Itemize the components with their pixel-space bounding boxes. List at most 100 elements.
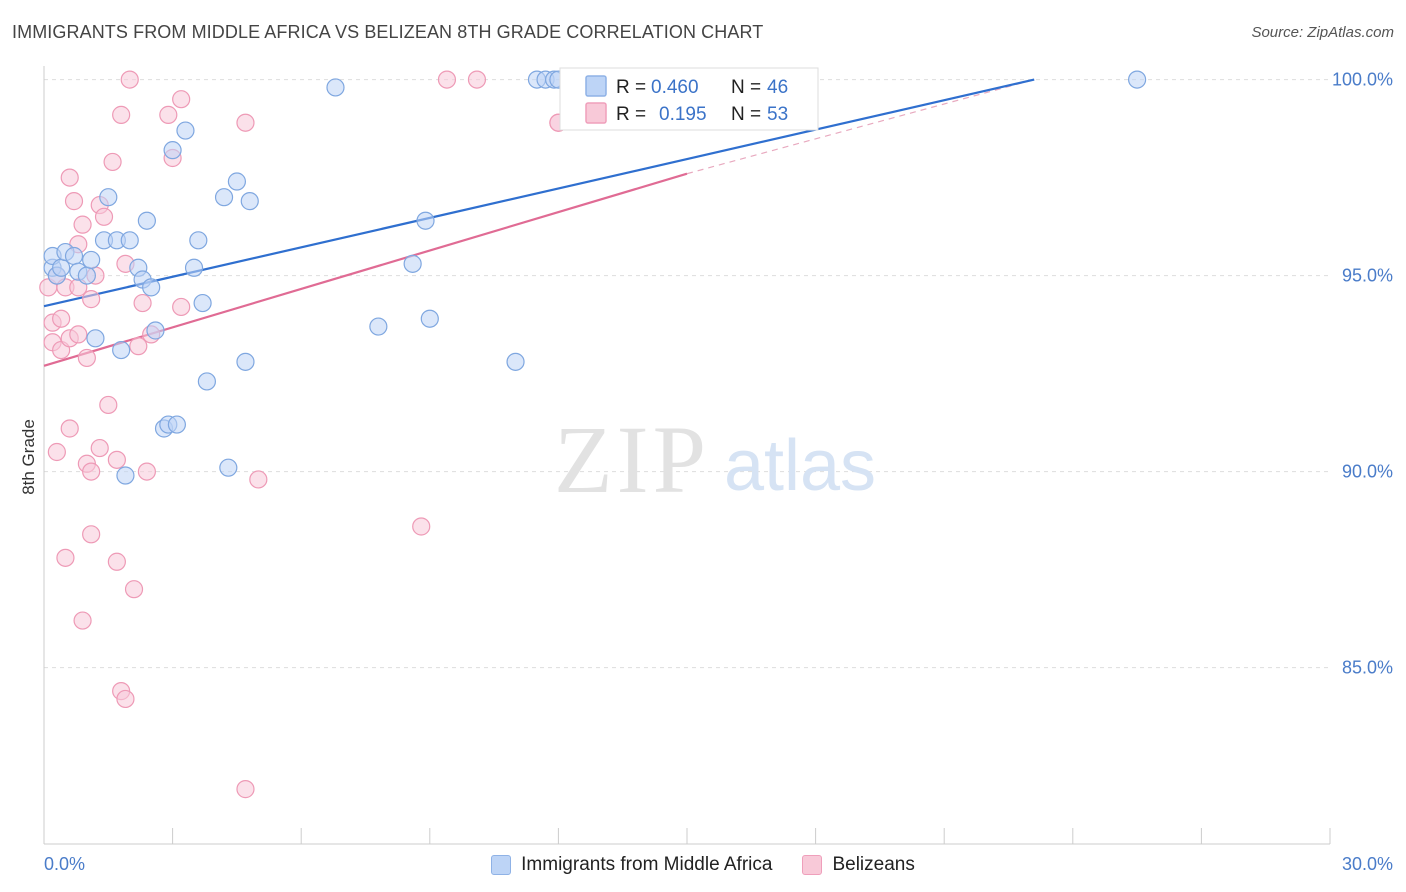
point-middle-africa: [163, 141, 182, 160]
point-middle-africa: [214, 188, 234, 207]
axes: [43, 66, 1331, 845]
legend-item-middle-africa: Immigrants from Middle Africa: [491, 854, 772, 876]
legend-swatch-blue: [585, 75, 607, 97]
trend-lines: [43, 78, 1035, 367]
point-belizeans: [133, 293, 152, 313]
trend-line-middle-africa: [43, 78, 1035, 308]
point-belizeans: [64, 192, 84, 211]
point-belizeans: [82, 462, 101, 481]
legend-n-label-2: N =: [731, 104, 761, 125]
legend-swatch-belizeans: [802, 855, 823, 875]
point-belizeans: [236, 113, 255, 132]
point-middle-africa: [167, 415, 186, 434]
point-middle-africa: [369, 317, 388, 336]
point-middle-africa: [86, 329, 105, 348]
y-tick-label: 100.0%: [1332, 70, 1393, 90]
point-belizeans: [159, 105, 178, 124]
legend-item-belizeans: Belizeans: [802, 854, 915, 876]
trend-extension-belizeans: [686, 79, 1035, 175]
point-belizeans: [172, 90, 191, 109]
point-middle-africa: [184, 258, 204, 277]
point-belizeans: [467, 70, 487, 89]
x-tick-labels: 0.0% 30.0%: [44, 854, 1393, 874]
legend-swatch-middle-africa: [491, 855, 512, 875]
point-belizeans: [412, 517, 431, 536]
legend-label-belizeans: Belizeans: [832, 854, 915, 875]
legend-n-value-2: 53: [767, 104, 788, 125]
legend-n-label-1: N =: [731, 77, 761, 98]
point-middle-africa: [137, 211, 156, 230]
point-belizeans: [112, 105, 131, 124]
point-belizeans: [60, 419, 79, 438]
point-belizeans: [129, 337, 148, 356]
point-middle-africa: [416, 211, 435, 230]
point-middle-africa: [193, 293, 212, 313]
point-middle-africa: [227, 172, 246, 191]
point-belizeans: [73, 215, 92, 234]
point-middle-africa: [120, 231, 139, 250]
legend-r-label-1: R =: [616, 77, 646, 98]
x-tick-label-min: 0.0%: [44, 854, 85, 874]
point-belizeans: [52, 309, 71, 328]
point-belizeans: [47, 442, 66, 462]
x-tick-label-max: 30.0%: [1342, 854, 1393, 874]
point-belizeans: [103, 152, 122, 172]
point-belizeans: [137, 462, 156, 481]
point-belizeans: [69, 325, 88, 344]
y-tick-labels: 85.0% 90.0% 95.0% 100.0%: [1332, 70, 1393, 678]
point-belizeans: [116, 689, 135, 709]
point-middle-africa: [236, 352, 255, 371]
series-legend: Immigrants from Middle Africa Belizeans: [0, 850, 1406, 880]
point-middle-africa: [99, 188, 118, 207]
point-belizeans: [82, 525, 101, 544]
watermark-atlas: atlas: [724, 426, 876, 506]
point-middle-africa: [326, 78, 345, 97]
legend-r-value-2: 0.195: [659, 104, 707, 125]
point-belizeans: [73, 611, 92, 630]
watermark: ZIP atlas: [554, 406, 876, 513]
point-middle-africa: [219, 458, 238, 477]
point-middle-africa: [112, 340, 131, 360]
gridlines: [44, 79, 1330, 669]
point-belizeans: [236, 780, 255, 799]
point-belizeans: [60, 168, 79, 187]
point-middle-africa: [176, 121, 195, 140]
y-tick-label: 90.0%: [1342, 462, 1393, 482]
point-middle-africa: [403, 254, 422, 273]
point-middle-africa: [420, 309, 439, 328]
y-tick-label: 95.0%: [1342, 266, 1393, 286]
legend-swatch-pink: [585, 102, 607, 124]
point-middle-africa: [197, 372, 216, 391]
point-middle-africa: [82, 250, 101, 270]
point-middle-africa: [142, 278, 161, 297]
point-belizeans: [82, 290, 101, 309]
point-belizeans: [77, 348, 96, 368]
point-belizeans: [94, 207, 114, 226]
point-belizeans: [120, 70, 139, 89]
point-middle-africa: [1127, 70, 1147, 89]
point-belizeans: [124, 580, 144, 599]
point-middle-africa: [240, 192, 259, 211]
watermark-zip: ZIP: [554, 406, 710, 513]
point-belizeans: [56, 548, 75, 567]
point-middle-africa: [77, 266, 96, 285]
point-belizeans: [437, 70, 457, 89]
legend-n-value-1: 46: [767, 77, 788, 98]
point-belizeans: [107, 450, 126, 469]
chart-title: IMMIGRANTS FROM MIDDLE AFRICA VS BELIZEA…: [12, 22, 764, 42]
point-belizeans: [107, 552, 126, 571]
point-middle-africa: [116, 466, 135, 485]
point-middle-africa: [64, 246, 84, 266]
y-axis-title: 8th Grade: [19, 419, 38, 495]
point-middle-africa: [189, 231, 208, 250]
point-middle-africa: [506, 352, 525, 371]
source-label: Source: ZipAtlas.com: [1251, 24, 1394, 41]
point-belizeans: [249, 470, 268, 489]
legend-r-label-2: R =: [616, 104, 646, 125]
point-middle-africa: [146, 321, 165, 340]
legend-label-middle-africa: Immigrants from Middle Africa: [521, 854, 773, 875]
point-belizeans: [99, 395, 118, 415]
y-tick-label: 85.0%: [1342, 658, 1393, 678]
point-belizeans: [172, 297, 191, 317]
